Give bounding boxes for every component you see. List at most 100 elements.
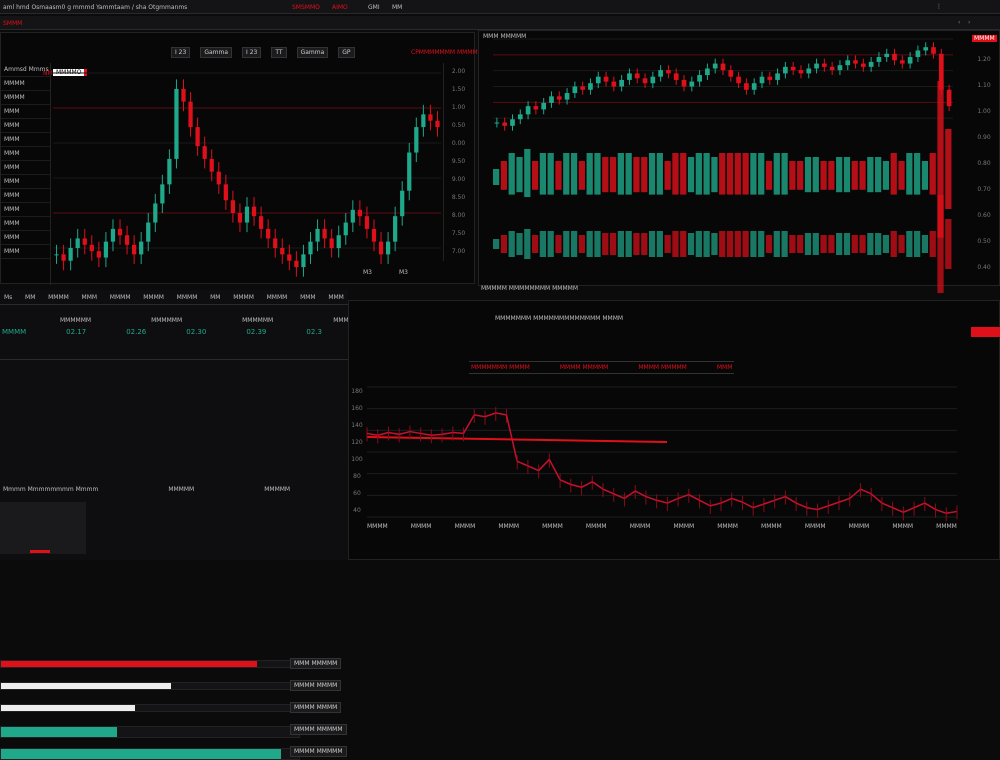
progress-label[interactable]: MMM MMMMM: [290, 658, 342, 669]
candle-body: [75, 238, 80, 248]
sidebar-item[interactable]: MMMM: [1, 91, 50, 105]
reference-line: [366, 436, 668, 443]
candle-body: [364, 216, 370, 229]
volume-bar: [765, 161, 773, 190]
stats-tab: MMMM: [266, 294, 288, 301]
price-segment: [806, 506, 818, 511]
volume-bar: [539, 153, 547, 195]
stats-value: 02.39: [246, 328, 267, 336]
progress-label[interactable]: MMMM MMMM: [290, 680, 342, 691]
tab-1[interactable]: GMI: [368, 4, 380, 11]
sidebar-item[interactable]: MMM: [1, 161, 50, 175]
sidebar-item[interactable]: MMM: [1, 217, 50, 231]
sidebar-item[interactable]: MMMM: [1, 77, 50, 91]
candle-body: [634, 73, 640, 79]
price-segment: [795, 502, 808, 509]
price-segment: [559, 479, 572, 486]
price-label: 0.40: [977, 264, 991, 271]
toolbar-button[interactable]: Gamma: [200, 47, 233, 58]
progress-label[interactable]: MMMM MMMMM: [290, 724, 347, 735]
sidebar-item[interactable]: MMM: [1, 133, 50, 147]
sidebar-item[interactable]: MMM: [1, 147, 50, 161]
chevron-right-icon[interactable]: ›: [968, 19, 971, 26]
volume-bar: [750, 153, 757, 195]
sidebar-item[interactable]: MMM: [1, 119, 50, 133]
price-label: 7.50: [451, 230, 466, 237]
candle-body: [421, 114, 426, 128]
volume-bar: [867, 233, 874, 255]
volume-bar: [906, 153, 913, 195]
candle-body: [580, 86, 585, 90]
sidebar-item[interactable]: MMM: [1, 105, 50, 119]
menu-icon[interactable]: ⋮: [936, 3, 942, 10]
right-chart-badge[interactable]: MMMM: [972, 35, 997, 42]
candle-body: [541, 102, 547, 110]
tab-red-1[interactable]: SMSMMO: [292, 4, 320, 11]
alert-badge[interactable]: [971, 327, 1000, 337]
price-segment: [452, 431, 464, 435]
volume-bar: [664, 161, 671, 190]
candle-body: [82, 238, 87, 245]
toolbar-button[interactable]: I 23: [242, 47, 262, 58]
price-segment: [613, 493, 625, 500]
candle-body: [378, 241, 384, 255]
candle-body: [202, 146, 207, 159]
candle-body: [96, 251, 101, 258]
mini-panel: [0, 502, 86, 554]
tab-2[interactable]: MM: [392, 4, 403, 11]
candle-body: [139, 241, 144, 255]
right-candlestick-chart[interactable]: [493, 38, 953, 293]
sidebar-item[interactable]: Ammsd Mmms: [1, 63, 50, 77]
progress-label[interactable]: MMMM MMMMM: [290, 746, 347, 757]
price-segment: [784, 495, 797, 504]
top-bar: aml hmd Osmaasm0 g mmmd Yammtaam / sha O…: [0, 0, 1000, 14]
stats-header: MMMMMM: [60, 317, 92, 324]
sidebar-item[interactable]: MMM: [1, 175, 50, 189]
price-label: 0.60: [977, 212, 991, 219]
candle-body: [603, 76, 609, 82]
stats-value: 02.3: [306, 328, 322, 336]
candle-body: [167, 158, 172, 185]
price-segment: [838, 497, 850, 503]
price-segment: [763, 499, 775, 505]
chevron-left-icon[interactable]: ‹: [958, 19, 961, 26]
time-label: MMMM: [367, 523, 388, 530]
candle-body: [806, 68, 812, 74]
price-segment: [892, 507, 904, 514]
sidebar-item[interactable]: MMM: [1, 231, 50, 245]
price-label: 1.10: [977, 82, 991, 89]
volume-bar: [890, 153, 897, 195]
candle-body: [666, 70, 671, 74]
progress-label[interactable]: MMMM MMMM: [290, 702, 342, 713]
sidebar-item[interactable]: MMM: [1, 189, 50, 203]
volume-bar: [726, 153, 734, 195]
volume-bar: [508, 153, 515, 195]
volume-bar: [586, 231, 593, 257]
chart-toolbar: I 23 Gamma I 23 TT Gamma GP: [171, 47, 355, 58]
volume-bar: [789, 235, 796, 253]
stats-footer: MMMMM: [264, 486, 291, 493]
price-segment: [495, 412, 507, 416]
candle-body: [510, 119, 515, 126]
volume-bar: [843, 157, 851, 193]
price-segment: [538, 458, 550, 472]
candle-body: [195, 127, 200, 147]
price-label: 80: [353, 473, 361, 480]
time-label: MMMM: [585, 523, 607, 530]
toolbar-button[interactable]: GP: [338, 47, 355, 58]
price-segment: [699, 499, 711, 507]
sidebar-item[interactable]: MMM: [1, 245, 50, 259]
left-candlestick-chart[interactable]: [53, 72, 441, 283]
price-segment: [688, 494, 700, 501]
toolbar-button[interactable]: I 23: [171, 47, 191, 58]
toolbar-button[interactable]: Gamma: [296, 47, 329, 58]
toolbar-button[interactable]: TT: [271, 47, 287, 58]
stats-tab: Ms: [4, 294, 13, 301]
price-segment: [388, 431, 400, 436]
volume-bar: [781, 153, 788, 195]
tab-red-2[interactable]: AIMO: [332, 4, 348, 11]
price-segment: [860, 488, 872, 495]
sidebar-item[interactable]: MMM: [1, 203, 50, 217]
bottom-line-chart[interactable]: [366, 386, 958, 522]
volume-bar: [516, 157, 523, 193]
